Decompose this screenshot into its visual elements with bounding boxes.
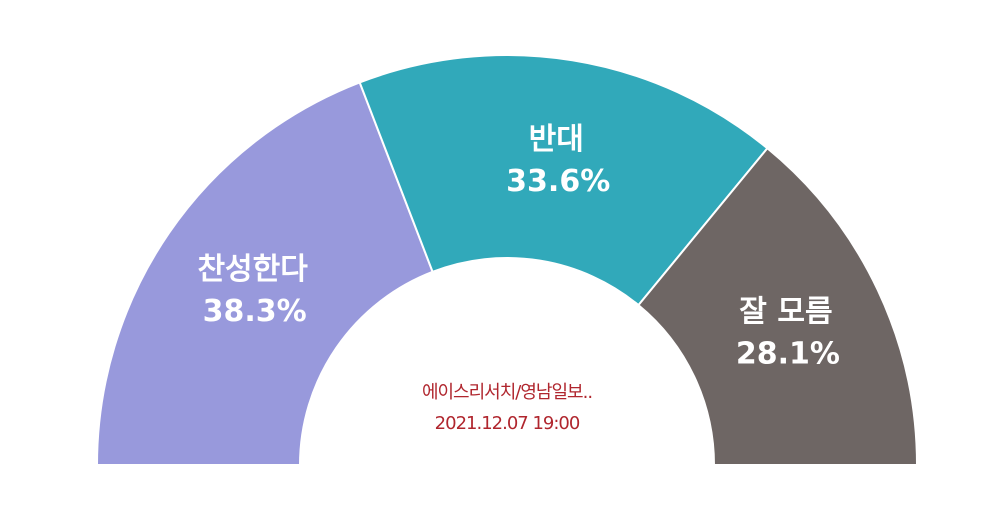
date-note: 2021.12.07 19:00 (435, 413, 580, 434)
slice-label: 반대 (529, 122, 584, 157)
slice-label: 잘 모름 (739, 295, 832, 330)
slice (358, 54, 769, 307)
slice (95, 81, 434, 466)
slice-value-label: 38.3% (203, 294, 307, 329)
slice-value-label: 28.1% (736, 337, 840, 372)
slice-label: 찬성한다 (197, 252, 308, 287)
slice (637, 146, 919, 466)
source-note: 에이스리서치/영남일보.. (422, 382, 592, 403)
slice-value-label: 33.6% (506, 164, 610, 199)
